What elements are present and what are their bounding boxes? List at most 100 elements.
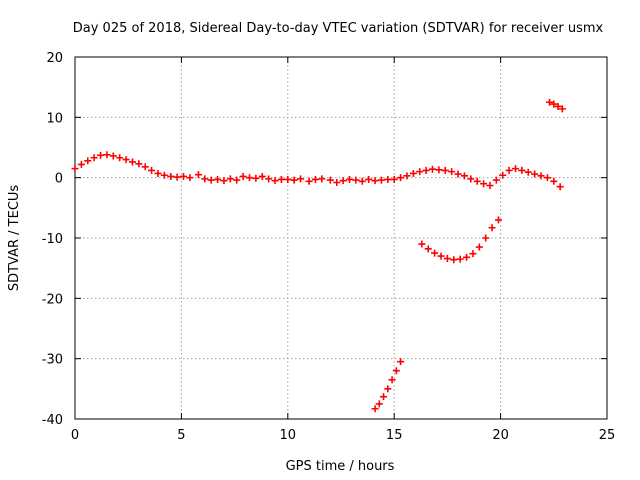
data-point — [467, 175, 475, 183]
data-point — [365, 175, 373, 183]
data-point — [437, 252, 445, 260]
data-point — [494, 216, 502, 224]
y-tick-label: -40 — [42, 413, 63, 428]
data-point — [154, 169, 162, 177]
data-point — [543, 174, 551, 182]
data-point — [499, 171, 507, 179]
data-point — [311, 175, 319, 183]
data-point — [473, 177, 481, 185]
data-point — [388, 376, 396, 384]
data-point — [352, 176, 360, 184]
data-point — [358, 177, 366, 185]
data-point — [409, 169, 417, 177]
data-point — [475, 243, 483, 251]
data-point — [284, 175, 292, 183]
data-point — [201, 175, 209, 183]
data-point — [265, 175, 273, 183]
data-point — [141, 163, 149, 171]
data-point — [377, 176, 385, 184]
y-tick-label: -10 — [42, 232, 63, 247]
data-point — [346, 175, 354, 183]
y-tick-label: -30 — [42, 353, 63, 368]
data-point — [290, 176, 298, 184]
data-point — [84, 157, 92, 165]
series-1 — [371, 358, 405, 413]
data-point — [397, 174, 405, 182]
data-point — [339, 177, 347, 185]
data-point — [448, 168, 456, 176]
data-point — [194, 171, 202, 179]
data-point — [326, 176, 334, 184]
data-point — [546, 98, 554, 106]
x-tick-label: 0 — [71, 428, 79, 443]
data-point — [239, 172, 247, 180]
data-point — [277, 175, 285, 183]
data-point — [148, 166, 156, 174]
data-point — [186, 174, 194, 182]
y-tick-label: 10 — [46, 111, 63, 126]
data-point — [220, 177, 228, 185]
y-tick-label: -20 — [42, 292, 63, 307]
data-point — [429, 165, 437, 173]
data-point — [180, 172, 188, 180]
data-point — [482, 234, 490, 242]
data-point — [435, 166, 443, 174]
data-point — [492, 176, 500, 184]
data-point — [556, 183, 564, 191]
data-point — [167, 172, 175, 180]
data-point — [424, 245, 432, 253]
data-point — [531, 170, 539, 178]
data-point — [392, 367, 400, 375]
data-point — [469, 250, 477, 258]
data-point — [380, 393, 388, 401]
data-points — [71, 98, 566, 413]
data-point — [297, 175, 305, 183]
data-point — [371, 405, 379, 413]
data-point — [488, 224, 496, 232]
y-tick-label: 0 — [55, 172, 63, 187]
series-2 — [418, 216, 502, 264]
x-tick-label: 25 — [599, 428, 616, 443]
series-3 — [546, 98, 566, 113]
data-point — [463, 253, 471, 261]
data-point — [97, 151, 105, 159]
data-point — [375, 400, 383, 408]
data-point — [416, 168, 424, 176]
data-point — [456, 255, 464, 263]
data-point — [71, 165, 79, 173]
data-point — [116, 154, 124, 162]
data-point — [90, 154, 98, 162]
data-point — [558, 105, 566, 113]
data-point — [403, 172, 411, 180]
data-point — [384, 385, 392, 393]
data-point — [103, 151, 111, 159]
data-point — [422, 166, 430, 174]
data-point — [318, 175, 326, 183]
data-point — [226, 175, 234, 183]
x-axis-label: GPS time / hours — [286, 459, 395, 474]
data-point — [450, 256, 458, 264]
x-tick-label: 5 — [177, 428, 185, 443]
data-point — [305, 177, 313, 185]
data-point — [480, 180, 488, 188]
x-tick-label: 20 — [492, 428, 509, 443]
data-point — [160, 171, 168, 179]
data-point — [524, 168, 532, 176]
data-point — [550, 177, 558, 185]
data-point — [443, 255, 451, 263]
data-point — [252, 174, 260, 182]
data-point — [441, 166, 449, 174]
data-point — [460, 172, 468, 180]
data-point — [173, 173, 181, 181]
data-point — [214, 175, 222, 183]
data-point — [122, 156, 130, 164]
data-point — [454, 170, 462, 178]
grid — [75, 57, 607, 419]
x-tick-label: 10 — [280, 428, 297, 443]
data-point — [271, 177, 279, 185]
y-axis-label: SDTVAR / TECUs — [7, 185, 22, 292]
data-point — [207, 176, 215, 184]
data-point — [245, 174, 253, 182]
data-point — [333, 178, 341, 186]
